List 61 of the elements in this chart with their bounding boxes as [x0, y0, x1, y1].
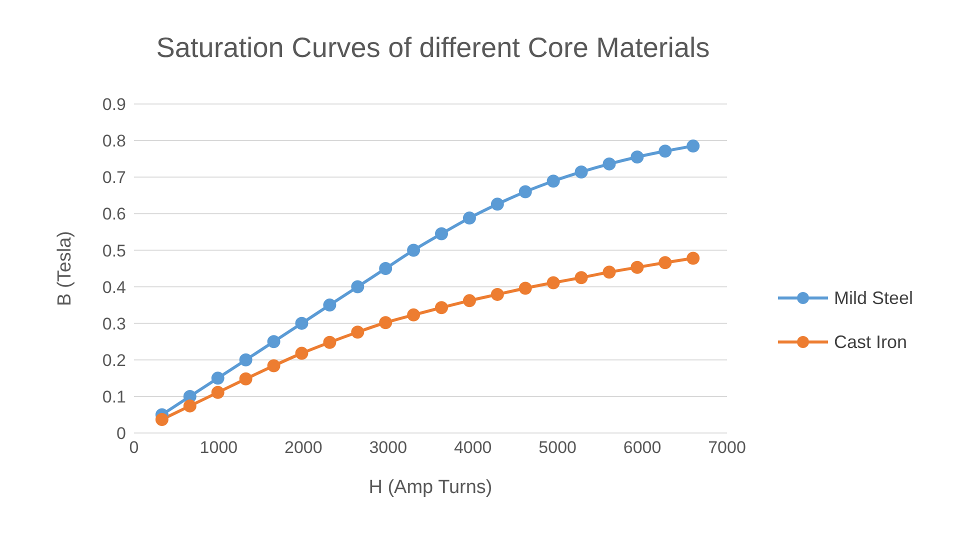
point [323, 298, 336, 312]
point [546, 174, 560, 188]
point [407, 308, 420, 322]
point [295, 316, 308, 330]
point [183, 399, 196, 412]
point [435, 227, 448, 240]
point [211, 372, 224, 385]
point [239, 372, 252, 386]
x-tick-label: 7000 [708, 438, 746, 458]
point [267, 335, 280, 348]
y-tick-label: 0.5 [102, 241, 126, 260]
y-tick-label: 0.9 [102, 95, 126, 114]
point [435, 301, 448, 314]
x-tick-label: 5000 [538, 438, 576, 458]
point [574, 271, 588, 284]
y-tick-label: 0.6 [102, 204, 126, 224]
point [379, 316, 392, 330]
x-tick-label: 0 [129, 438, 139, 458]
point [462, 212, 476, 225]
point [155, 412, 168, 426]
y-tick-label: 0.7 [102, 168, 126, 188]
point [379, 262, 392, 275]
y-tick-label: 0 [116, 424, 126, 444]
point [546, 276, 560, 290]
point [630, 260, 644, 274]
point [323, 336, 336, 349]
point [602, 266, 616, 279]
point [351, 326, 364, 339]
chart-title: Saturation Curves of different Core Materials [155, 32, 711, 64]
point [658, 256, 672, 270]
point [211, 386, 224, 399]
y-tick-label: 0.8 [102, 132, 126, 151]
point [630, 150, 644, 164]
point [518, 282, 532, 295]
point [295, 346, 308, 360]
point [239, 353, 252, 366]
legend-label: Mild Steel [834, 288, 914, 308]
x-tick-label: 4000 [454, 438, 492, 458]
point [602, 157, 616, 170]
point [658, 144, 672, 158]
point [686, 140, 700, 153]
point [462, 294, 476, 308]
x-tick-label: 2000 [284, 438, 322, 458]
y-tick-label: 0.4 [102, 278, 126, 297]
y-tick-label: 0.2 [102, 350, 126, 370]
point [490, 288, 504, 301]
x-axis-title: H (Amp Turns) [368, 477, 492, 498]
point [267, 359, 280, 372]
y-axis-title: B (Tesla) [54, 231, 76, 306]
point [490, 198, 504, 211]
y-tick-label: 0.3 [102, 314, 126, 334]
x-tick-label: 1000 [200, 438, 238, 458]
x-tick-label: 3000 [369, 438, 408, 458]
legend-label: Cast Iron [834, 332, 908, 352]
y-tick-label: 0.1 [102, 387, 126, 406]
point [518, 185, 532, 198]
point [686, 252, 700, 265]
point [407, 244, 420, 257]
point [574, 165, 588, 178]
x-tick-label: 6000 [623, 438, 662, 458]
point [351, 280, 364, 294]
